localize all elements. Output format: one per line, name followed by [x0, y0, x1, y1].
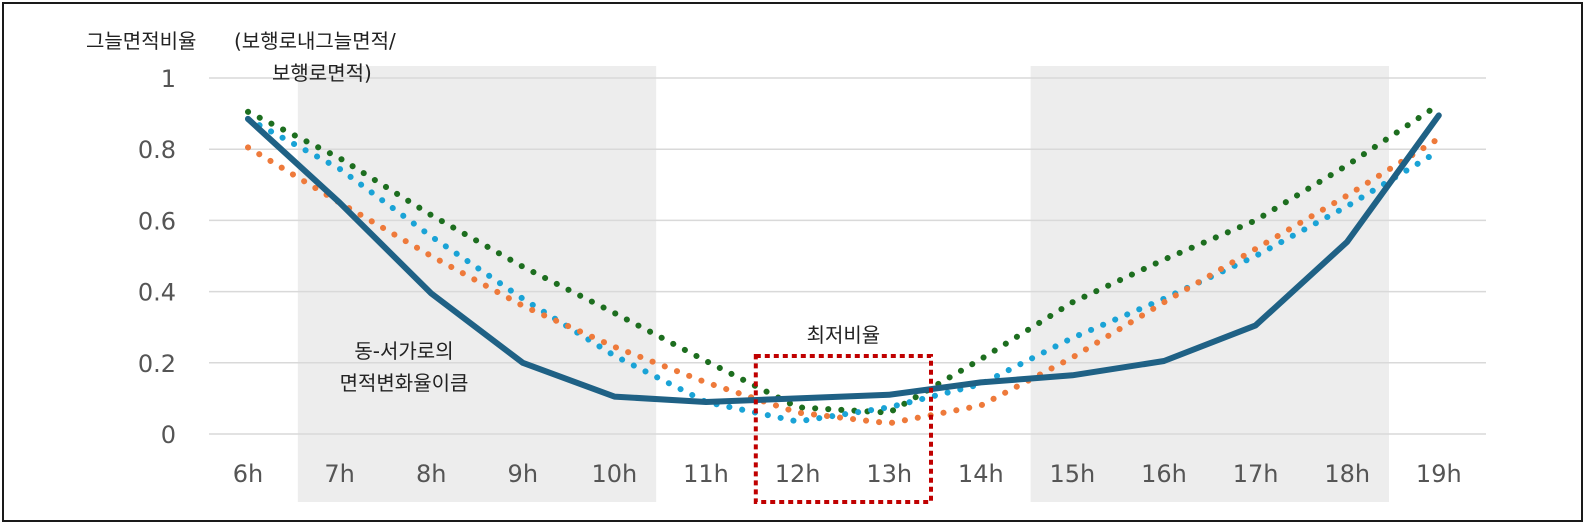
- y-axis-label-note-1: (보행로내그늘면적/: [234, 29, 396, 53]
- x-tick-label: 7h: [324, 460, 354, 488]
- x-tick-label: 18h: [1324, 460, 1370, 488]
- y-tick-label: 0.2: [138, 350, 176, 378]
- y-tick-label: 0.8: [138, 136, 176, 164]
- lowest-ratio-annotation: 최저비율: [807, 323, 881, 347]
- x-tick-label: 14h: [958, 460, 1004, 488]
- x-tick-label: 15h: [1050, 460, 1096, 488]
- shaded-band-1: [297, 66, 657, 502]
- x-tick-label: 16h: [1141, 460, 1187, 488]
- lowest-ratio-highlight-box: [753, 354, 933, 504]
- x-tick-label: 9h: [508, 460, 538, 488]
- y-axis-label: 그늘면적비율: [86, 29, 196, 53]
- x-tick-label: 10h: [592, 460, 638, 488]
- series-line-1: [245, 112, 1442, 405]
- x-tick-label: 13h: [866, 460, 912, 488]
- y-tick-label: 0.6: [138, 207, 176, 235]
- shade-ratio-line-chart: 0 0.2 0.4 0.6 0.8 1 6h 7h 8h 9h 10h 11h 12h 13h 14h 15…: [86, 29, 1486, 504]
- x-tick-label: 17h: [1233, 460, 1279, 488]
- y-tick-label: 0.4: [138, 279, 176, 307]
- series-line-2: [245, 101, 1442, 416]
- x-tick-label: 19h: [1416, 460, 1462, 488]
- shaded-annotation-line-1: 동-서가로의: [354, 339, 453, 363]
- x-tick-label: 11h: [683, 460, 729, 488]
- series-line-3: [245, 115, 1442, 425]
- x-tick-label: 8h: [416, 460, 446, 488]
- shaded-annotation-line-2: 면적변화율이큼: [340, 371, 469, 395]
- y-tick-label: 0: [161, 421, 176, 449]
- x-tick-label: 12h: [775, 460, 821, 488]
- y-tick-label: 1: [161, 65, 176, 93]
- y-axis-label-note-2: 보행로면적): [272, 61, 372, 85]
- x-tick-label: 6h: [233, 460, 263, 488]
- shaded-band-2: [1030, 66, 1389, 502]
